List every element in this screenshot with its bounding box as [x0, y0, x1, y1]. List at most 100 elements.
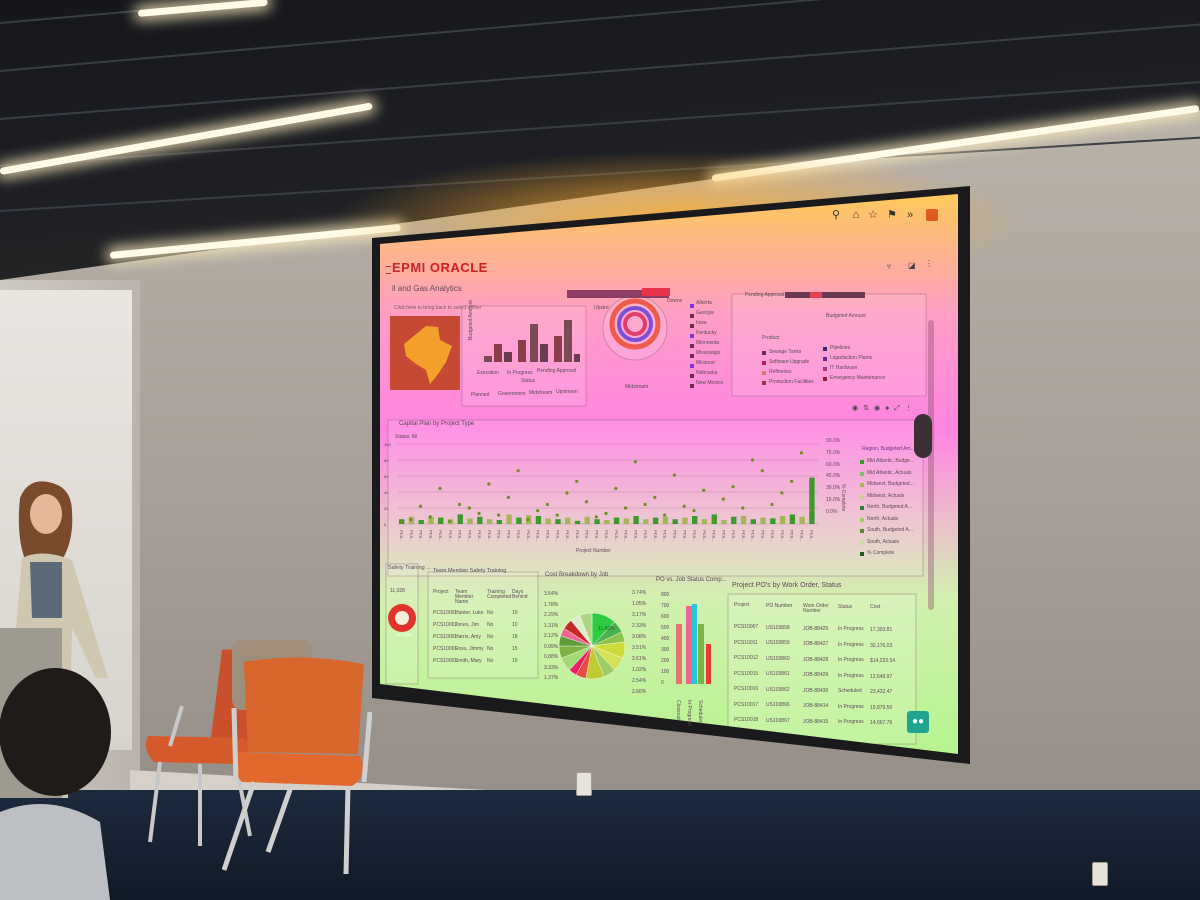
database-icon[interactable]: ◪ — [908, 261, 916, 270]
product-bar — [785, 292, 865, 298]
pie-label: 2.33% — [632, 623, 647, 629]
safety-title: Safety Training ... — [388, 565, 431, 571]
table-cell: 17,303.81 — [870, 627, 893, 634]
product-label: IT Hardware — [830, 365, 858, 371]
y2-tick-label: 60.0% — [826, 461, 841, 468]
capital-plan-dots — [399, 451, 813, 524]
table-cell: Smith, Mary — [455, 658, 482, 664]
pie-label: 2.12% — [544, 633, 559, 639]
capital-bar — [457, 514, 463, 524]
po-tick: 0 — [661, 680, 664, 686]
table-header: Project — [734, 602, 750, 608]
po-bar — [692, 604, 697, 684]
status-category: Execution — [477, 370, 499, 376]
x-tick-label: PCS... — [712, 530, 717, 542]
table-cell: Harris, Amy — [455, 634, 481, 640]
dashboard-title: il and Gas Analytics — [392, 284, 462, 293]
capital-plan-subtitle: Status: All — [395, 434, 418, 440]
search-icon[interactable]: ⚲ — [831, 209, 841, 221]
table-cell: 15 — [512, 658, 518, 664]
table-cell: 23,432.47 — [870, 689, 893, 696]
product-label: Production Facilities — [769, 379, 814, 385]
x-tick-label: PCS... — [672, 530, 677, 542]
y-tick-label: 80 — [384, 458, 389, 463]
state-swatch — [690, 314, 694, 318]
safety-value: 11,028 — [390, 588, 405, 594]
po-bar — [698, 624, 704, 684]
state-swatch — [690, 344, 694, 348]
chair-legs — [148, 705, 252, 846]
state-label: New Mexico — [696, 380, 724, 386]
capital-bar — [770, 518, 776, 524]
capital-bar — [545, 518, 551, 524]
menu-icon[interactable] — [386, 266, 391, 274]
state-label: Nebraska — [696, 370, 718, 376]
status-bar — [504, 352, 512, 362]
po-bar — [706, 644, 711, 684]
table-cell: PCS10001 — [433, 658, 458, 664]
pie-label: 1.02% — [632, 667, 647, 673]
complete-dot — [575, 479, 579, 483]
table-cell: US103862 — [766, 686, 790, 693]
flag-icon[interactable]: ⚑ — [887, 209, 897, 221]
home-icon[interactable]: ⌂ — [852, 209, 860, 221]
po-tick: 800 — [661, 592, 670, 598]
chart-tools[interactable]: ◉⇅◉●⤢⋮ — [852, 405, 917, 412]
capital-bar — [789, 514, 796, 524]
x-tick-label: PCS... — [721, 530, 726, 542]
x-tick-label: PCS... — [653, 530, 658, 542]
chevron-right-icon[interactable]: » — [906, 209, 914, 221]
more-icon[interactable]: ⋮ — [925, 259, 933, 268]
state-label: Missouri — [696, 360, 715, 366]
avatar[interactable] — [926, 209, 938, 221]
po-tick: 500 — [661, 625, 670, 631]
budget-label: Budgeted Amount — [826, 313, 866, 319]
filter-icon[interactable]: ▿ — [887, 262, 892, 271]
po-tick: 700 — [661, 603, 670, 609]
x-tick-label: PCS... — [809, 530, 814, 542]
product-swatch — [823, 377, 827, 381]
chat-button[interactable]: ●● — [907, 711, 929, 733]
table-cell: PCS10017 — [734, 701, 759, 708]
product-label: Software Upgrade — [769, 359, 810, 365]
y2-tick-label: 15.0% — [826, 497, 841, 503]
scrollbar[interactable] — [928, 320, 934, 610]
po-tick: 400 — [661, 636, 670, 642]
complete-dot — [643, 502, 647, 507]
capital-bar — [438, 517, 444, 524]
y2-tick-label: 0.0% — [826, 508, 838, 515]
complete-dot — [545, 502, 550, 507]
header-bar — [567, 290, 669, 298]
table-cell: PCS10001 — [433, 610, 458, 616]
x-tick-label: PCS... — [594, 530, 599, 542]
scroll-knob[interactable] — [914, 414, 932, 458]
product-swatch — [762, 371, 766, 375]
product-label: Emergency Maintenance — [830, 375, 886, 381]
y-tick-label: 20 — [384, 506, 389, 511]
complete-dot — [555, 513, 559, 517]
table-cell: PCS10007 — [734, 624, 759, 630]
capital-bar — [594, 519, 600, 524]
status-category: In Progress — [507, 370, 533, 376]
po-xlabel: Closeout — [675, 700, 681, 720]
complete-dot — [702, 488, 706, 492]
po-bar — [676, 624, 682, 684]
status-bar — [530, 324, 538, 362]
capital-bar — [604, 520, 610, 524]
cost-pie — [558, 612, 626, 680]
capital-bar — [799, 516, 805, 524]
star-icon[interactable]: ☆ — [868, 209, 878, 221]
capital-bar — [418, 520, 424, 524]
x-tick-label: PCS... — [399, 530, 404, 542]
header-bar-highlight — [642, 288, 670, 296]
x-tick-label: PCS... — [487, 530, 492, 542]
state-swatch — [690, 384, 694, 388]
wall-outlet — [1092, 862, 1108, 886]
table-cell: US103866 — [766, 702, 790, 709]
presenter-top — [30, 562, 62, 618]
status-category: Pending Approval — [537, 368, 577, 374]
x-tick-label: PCS... — [585, 530, 590, 542]
legend-label: Midwest, Actuals — [867, 492, 905, 499]
logo-right: ORACLE — [429, 260, 488, 275]
capital-bar — [682, 517, 688, 524]
